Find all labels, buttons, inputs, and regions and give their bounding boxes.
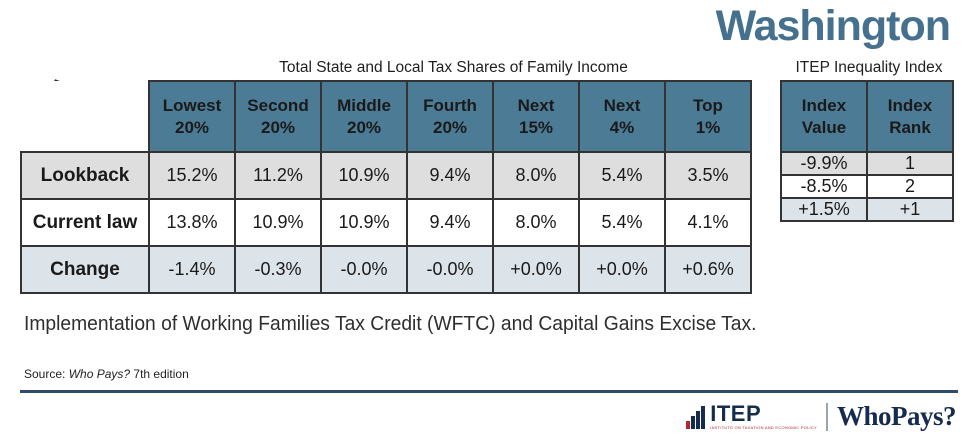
col-header-index-rank: Index Rank bbox=[866, 80, 954, 153]
col-header-index-value: Index Value bbox=[780, 80, 868, 153]
table-cell: +0.0% bbox=[578, 245, 666, 294]
header-row: Lowest 20% Second 20% Middle 20% Fourth 20% … bbox=[21, 80, 752, 153]
table-row-current-law: Current law 13.8% 10.9% 10.9% 9.4% 8.0% … bbox=[20, 198, 752, 247]
col-header-next-15: Next 15% bbox=[492, 80, 580, 153]
itep-bars-icon bbox=[686, 406, 706, 429]
table-cell: 4.1% bbox=[664, 198, 752, 247]
table-cell: 5.4% bbox=[578, 198, 666, 247]
state-name-title: Washington bbox=[715, 2, 951, 50]
table-cell: -1.4% bbox=[148, 245, 236, 294]
corner-spacer bbox=[21, 81, 149, 152]
table-row-lookback: Lookback 15.2% 11.2% 10.9% 9.4% 8.0% 5.4… bbox=[20, 151, 752, 200]
table-row-current-law-index: -8.5% 2 bbox=[780, 174, 954, 199]
table-row-change-index: +1.5% +1 bbox=[780, 197, 954, 222]
itep-wordmark: ITEP INSTITUTE ON TAXATION AND ECONOMIC … bbox=[710, 403, 817, 430]
table-cell: 13.8% bbox=[148, 198, 236, 247]
table-cell: 8.0% bbox=[492, 198, 580, 247]
table-cell: -0.0% bbox=[320, 245, 408, 294]
col-header-lowest-20: Lowest 20% bbox=[148, 80, 236, 153]
index-table-title: ITEP Inequality Index bbox=[795, 59, 943, 76]
main-table-title: Total State and Local Tax Shares of Fami… bbox=[279, 59, 628, 76]
table-cell: +0.6% bbox=[664, 245, 752, 294]
table-cell: -8.5% bbox=[780, 174, 868, 199]
col-header-fourth-20: Fourth 20% bbox=[406, 80, 494, 153]
col-header-middle-20: Middle 20% bbox=[320, 80, 408, 153]
table-cell: 3.5% bbox=[664, 151, 752, 200]
table-cell: -9.9% bbox=[780, 151, 868, 176]
table-row-lookback-index: -9.9% 1 bbox=[780, 151, 954, 176]
row-label-current-law: Current law bbox=[20, 198, 150, 247]
table-cell: 2 bbox=[866, 174, 954, 199]
itep-name-text: ITEP bbox=[710, 401, 762, 426]
table-cell: 15.2% bbox=[148, 151, 236, 200]
table-cell: 10.9% bbox=[234, 198, 322, 247]
source-work-title: Who Pays? bbox=[68, 367, 131, 381]
col-header-next-4: Next 4% bbox=[578, 80, 666, 153]
table-cell: 11.2% bbox=[234, 151, 322, 200]
table-row-change: Change -1.4% -0.3% -0.0% -0.0% +0.0% +0.… bbox=[20, 245, 752, 294]
source-prefix: Source: bbox=[24, 367, 69, 381]
inequality-index-table: Index Value Index Rank -9.9% 1 -8.5% 2 +1.… bbox=[780, 80, 954, 222]
bottom-rule bbox=[20, 390, 958, 393]
table-cell: 8.0% bbox=[492, 151, 580, 200]
source-note: Source: Who Pays? 7th edition bbox=[24, 367, 189, 381]
tax-shares-table: Lowest 20% Second 20% Middle 20% Fourth 20% … bbox=[20, 80, 752, 294]
table-cell: 9.4% bbox=[406, 151, 494, 200]
whopays-logo: WhoPays? bbox=[836, 401, 957, 431]
source-suffix: 7th edition bbox=[130, 367, 189, 381]
table-cell: 5.4% bbox=[578, 151, 666, 200]
table-cell: +1.5% bbox=[780, 197, 868, 222]
row-label-lookback: Lookback bbox=[20, 151, 150, 200]
col-header-second-20: Second 20% bbox=[234, 80, 322, 153]
table-cell: 10.9% bbox=[320, 198, 408, 247]
row-label-change: Change bbox=[20, 245, 150, 294]
table-cell: +1 bbox=[866, 197, 954, 222]
table-cell: 9.4% bbox=[406, 198, 494, 247]
logo-separator bbox=[825, 402, 828, 431]
table-cell: 1 bbox=[866, 151, 954, 176]
footer-logos: ITEP INSTITUTE ON TAXATION AND ECONOMIC … bbox=[686, 401, 957, 432]
header-row: Index Value Index Rank bbox=[780, 80, 954, 153]
itep-subtitle-text: INSTITUTE ON TAXATION AND ECONOMIC POLIC… bbox=[710, 425, 817, 430]
itep-logo: ITEP INSTITUTE ON TAXATION AND ECONOMIC … bbox=[686, 403, 817, 430]
table-cell: -0.3% bbox=[234, 245, 322, 294]
table-cell: -0.0% bbox=[406, 245, 494, 294]
policy-caption: Implementation of Working Families Tax C… bbox=[24, 312, 757, 335]
col-header-top-1: Top 1% bbox=[664, 80, 752, 153]
table-cell: 10.9% bbox=[320, 151, 408, 200]
table-cell: +0.0% bbox=[492, 245, 580, 294]
